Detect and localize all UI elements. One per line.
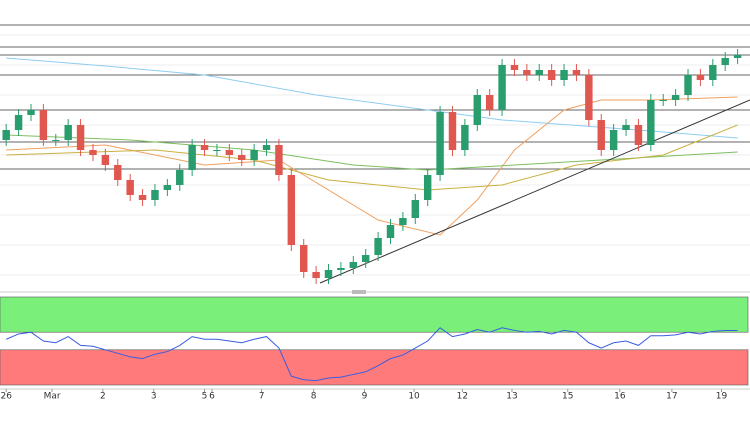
moving-average bbox=[6, 134, 738, 171]
candle-body bbox=[39, 110, 48, 140]
candle-body bbox=[572, 70, 581, 75]
candle-body bbox=[238, 155, 246, 160]
candle-body bbox=[547, 70, 556, 80]
candle-body bbox=[523, 70, 531, 75]
candle-body bbox=[225, 150, 234, 155]
x-tick-label: 12 bbox=[457, 392, 468, 402]
x-tick-label: 19 bbox=[716, 392, 728, 402]
candle-body bbox=[188, 145, 196, 170]
x-tick-label: 13 bbox=[506, 392, 517, 402]
trend-line bbox=[319, 99, 750, 284]
candle-body bbox=[101, 155, 110, 165]
candle-body bbox=[436, 112, 444, 175]
candle-body bbox=[622, 125, 630, 130]
candle-body bbox=[151, 190, 159, 200]
x-tick-label: 8 bbox=[311, 392, 317, 402]
x-tick-label: 10 bbox=[408, 392, 420, 402]
candle-body bbox=[709, 65, 717, 80]
candle-body bbox=[461, 125, 469, 150]
candle-body bbox=[275, 145, 283, 175]
rsi-upper-zone bbox=[0, 296, 749, 333]
candle-body bbox=[696, 75, 705, 80]
x-tick-label: Mar bbox=[44, 392, 61, 402]
candle-body bbox=[374, 238, 382, 255]
candle-body bbox=[485, 95, 494, 110]
candle-body bbox=[52, 140, 60, 141]
candle-body bbox=[585, 75, 593, 120]
moving-average bbox=[6, 57, 738, 139]
x-tick-label: 15 bbox=[562, 392, 573, 402]
x-tick-label: 16 bbox=[614, 392, 626, 402]
candle-body bbox=[14, 115, 23, 130]
candle-body bbox=[634, 125, 643, 145]
candle-body bbox=[597, 120, 605, 150]
candle-body bbox=[2, 130, 10, 140]
x-tick-label: 2 bbox=[100, 392, 106, 402]
candle-body bbox=[76, 125, 85, 150]
candle-body bbox=[659, 100, 667, 101]
candle-body bbox=[609, 130, 618, 150]
x-tick-label: 5 bbox=[202, 392, 208, 402]
candle-body bbox=[262, 145, 271, 150]
candle-body bbox=[176, 170, 184, 185]
x-tick-label: 6 bbox=[209, 392, 215, 402]
candle-body bbox=[138, 195, 147, 200]
candle-body bbox=[163, 185, 172, 190]
candle-body bbox=[510, 65, 519, 70]
candle-body bbox=[684, 75, 692, 95]
candle-body bbox=[423, 175, 432, 200]
candle-body bbox=[213, 150, 221, 151]
candle-body bbox=[399, 218, 407, 225]
candle-body bbox=[535, 70, 543, 75]
candle-body bbox=[721, 58, 729, 65]
x-tick-label: 17 bbox=[666, 392, 677, 402]
candle-body bbox=[560, 70, 568, 80]
x-tick-label: 9 bbox=[362, 392, 368, 402]
candle-body bbox=[361, 255, 370, 262]
candle-body bbox=[498, 65, 506, 110]
candle-body bbox=[386, 225, 395, 238]
candle-body bbox=[647, 100, 655, 145]
candle-body bbox=[337, 268, 345, 270]
candle-body bbox=[250, 150, 258, 160]
candle-body bbox=[312, 272, 320, 278]
candle-body bbox=[300, 245, 308, 272]
candle-body bbox=[287, 175, 296, 245]
rsi-line bbox=[6, 327, 738, 382]
candle-body bbox=[200, 145, 209, 150]
candle-body bbox=[671, 95, 680, 100]
candle-body bbox=[448, 112, 457, 150]
x-tick-label: 3 bbox=[151, 392, 157, 402]
candle-body bbox=[411, 200, 420, 218]
candle-body bbox=[64, 125, 72, 140]
moving-average bbox=[6, 96, 738, 236]
panel-resize-handle[interactable] bbox=[352, 290, 366, 294]
candle-body bbox=[27, 110, 35, 115]
candle-body bbox=[126, 180, 134, 195]
candle-body bbox=[473, 95, 481, 125]
candle-body bbox=[89, 150, 97, 155]
candle-body bbox=[349, 262, 358, 268]
candle-body bbox=[733, 55, 742, 58]
candle-body bbox=[324, 270, 333, 278]
x-tick-label: 7 bbox=[259, 392, 265, 402]
x-tick-label: 26 bbox=[0, 392, 12, 402]
candle-body bbox=[114, 165, 122, 180]
